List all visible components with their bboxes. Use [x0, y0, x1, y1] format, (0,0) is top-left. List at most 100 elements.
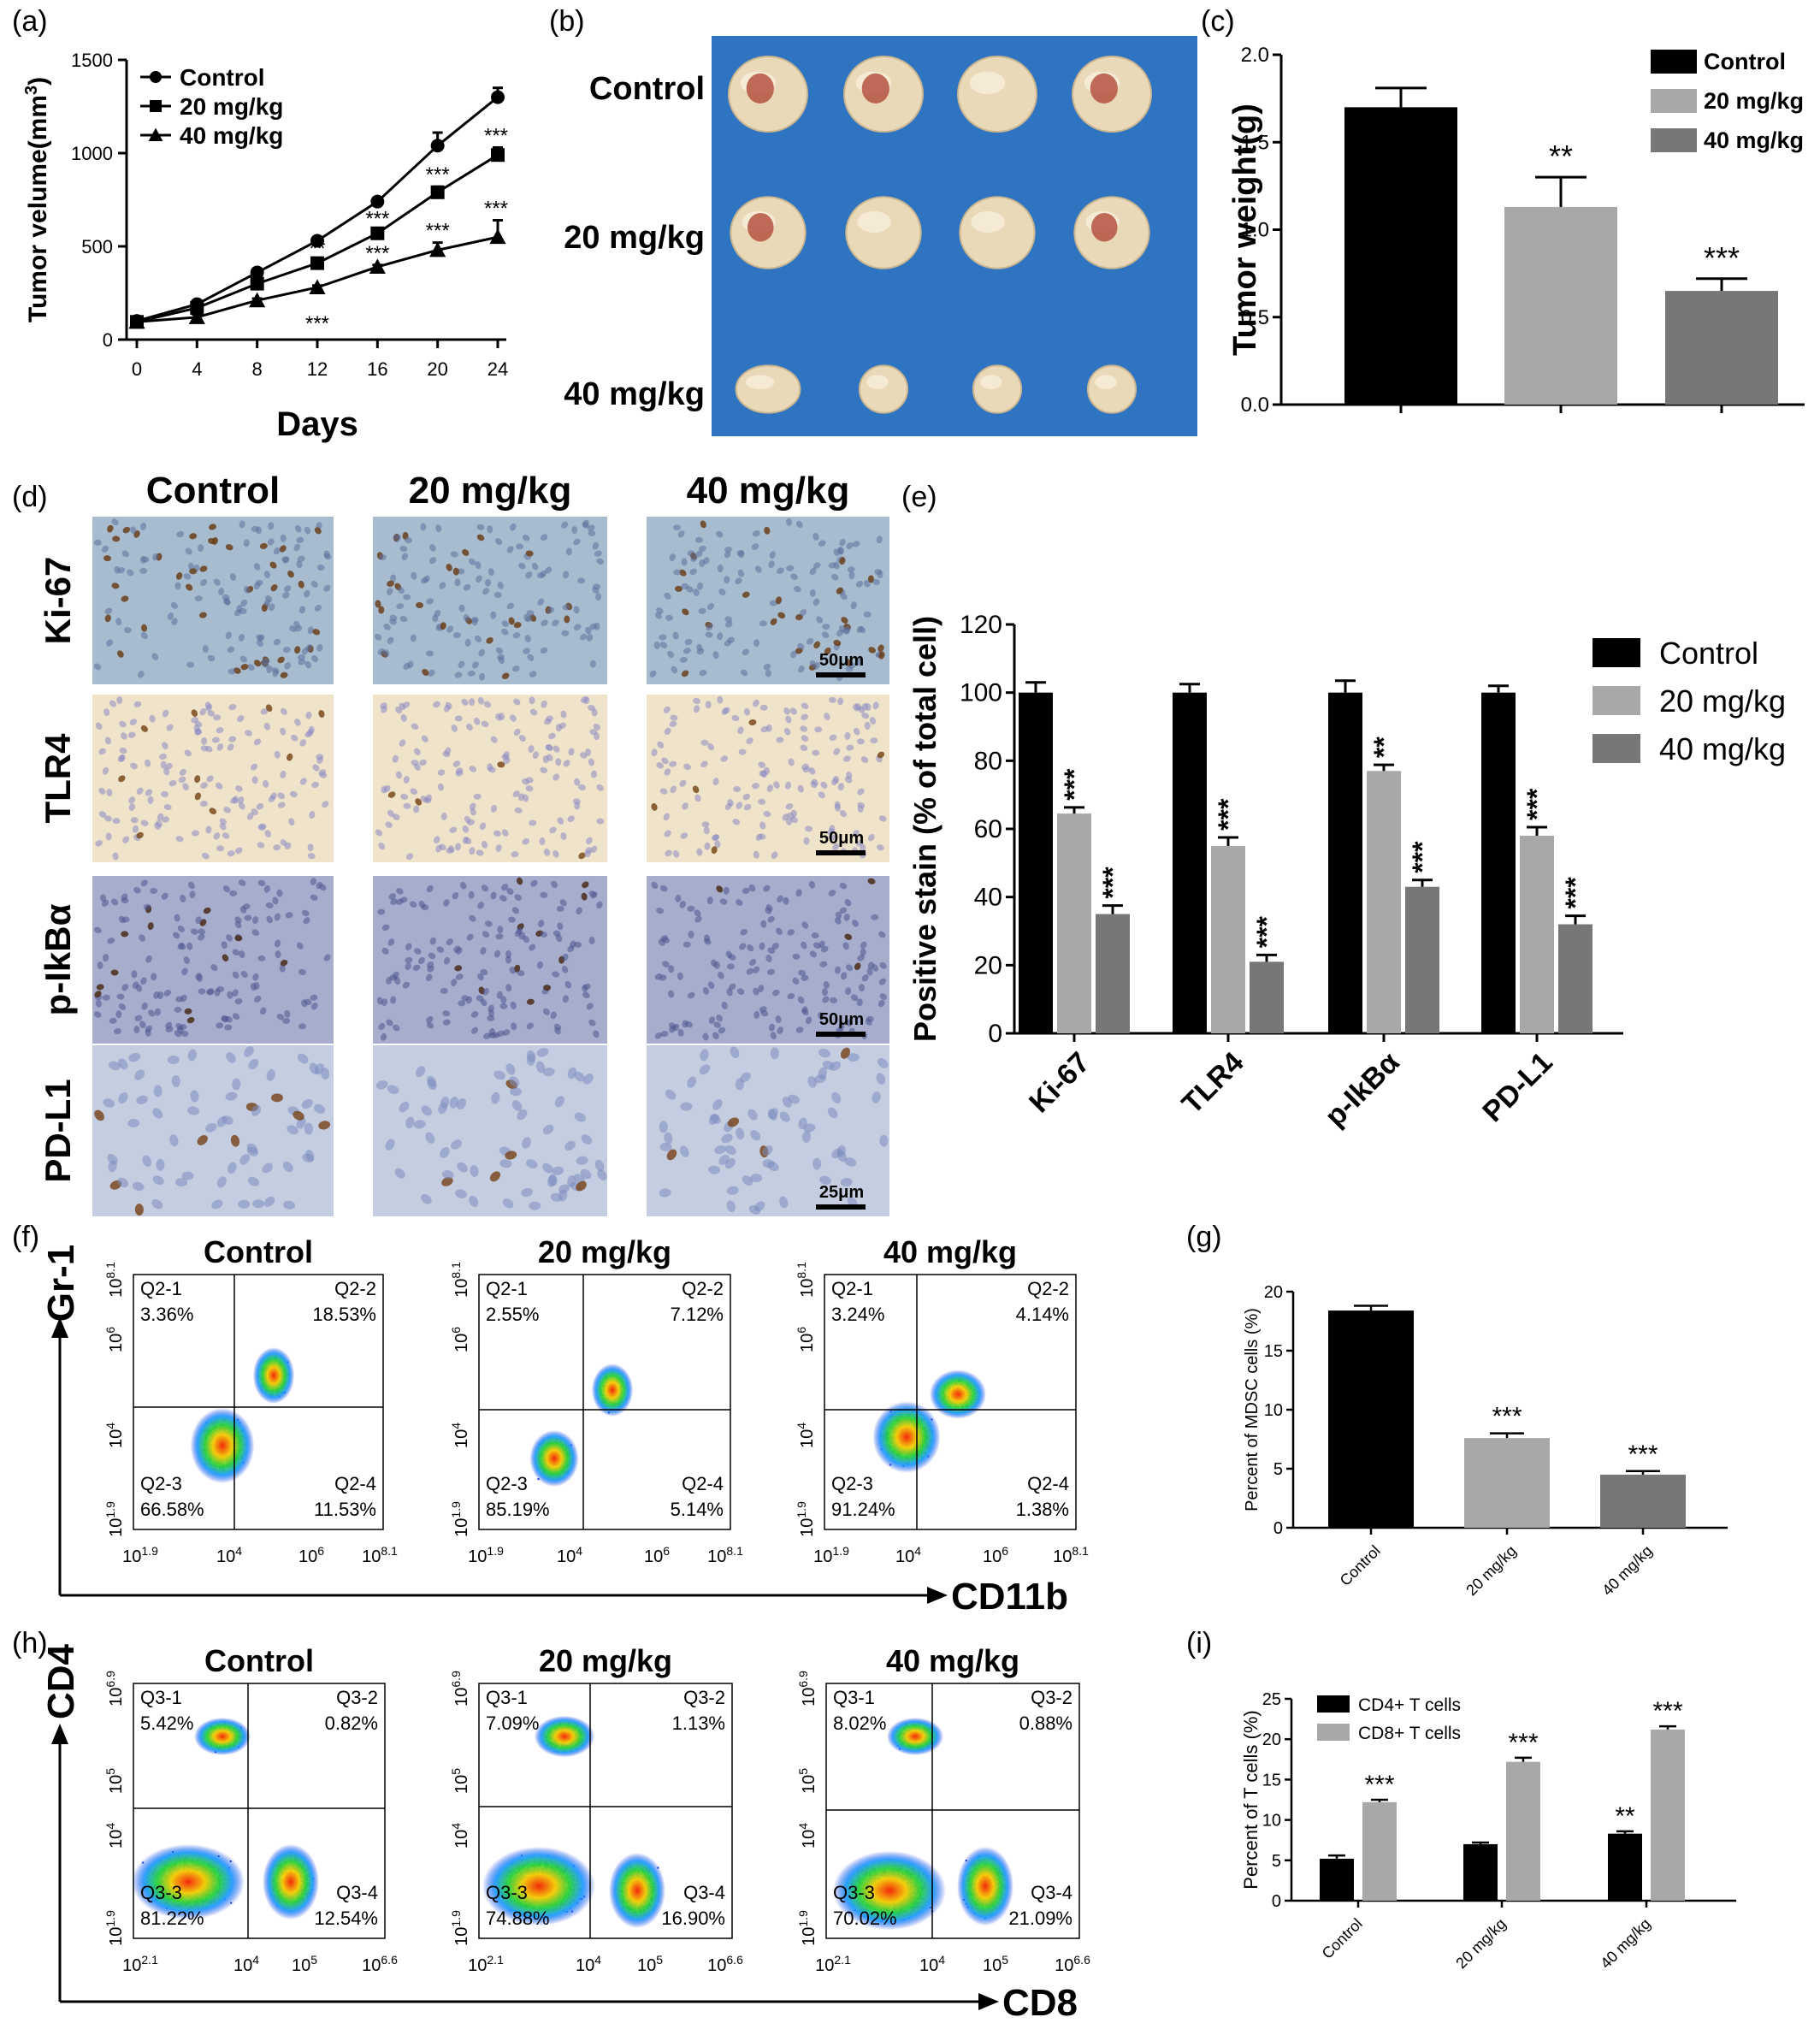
y-tick-label: 15 [1264, 1342, 1283, 1361]
flow-x-tick-label: 101.9 [122, 1544, 158, 1566]
scale-bar [816, 850, 866, 855]
y-tick-label: 40 [974, 884, 1002, 912]
series-2: ************40 mg/kg [128, 122, 508, 335]
quadrant-name: Q2-1 [486, 1278, 528, 1299]
y-tick-label: 1500 [71, 50, 113, 71]
x-tick-label: 24 [488, 358, 508, 380]
bar [1665, 291, 1778, 405]
data-point [148, 127, 163, 141]
bar [1328, 1310, 1414, 1528]
bar [1057, 813, 1091, 1033]
x-tick-label: 4 [192, 358, 202, 380]
data-point [188, 309, 205, 324]
x-axis-arrowhead [927, 1587, 948, 1604]
significance-label: *** [1628, 1440, 1658, 1469]
significance-label: *** [305, 312, 329, 335]
quadrant-percent: 4.14% [1016, 1304, 1069, 1325]
flow-x-tick-label: 108.1 [362, 1544, 398, 1566]
flow-y-tick-label: 106 [103, 1327, 126, 1352]
ihc-column-label: Control [146, 470, 280, 512]
ihc-column-label: 20 mg/kg [409, 470, 572, 512]
legend-swatch [1592, 734, 1640, 763]
legend-swatch [1651, 89, 1697, 113]
panel-letter-h: (h) [12, 1627, 48, 1659]
quadrant-name: Q2-3 [486, 1473, 528, 1494]
data-point [369, 258, 386, 274]
significance-label: *** [1097, 867, 1128, 899]
quadrant-percent: 18.53% [312, 1304, 376, 1325]
category-label: TLR4 [1176, 1046, 1250, 1121]
x-tick-label: 20 [427, 358, 447, 380]
scale-bar [816, 1032, 866, 1037]
scale-bar [816, 672, 866, 677]
y-tick-label: 1.0 [1241, 219, 1269, 242]
y-tick-label: 60 [974, 815, 1002, 843]
tumor-sample [735, 364, 801, 414]
tumor-sample [858, 364, 909, 414]
flow-x-tick-label: 104 [895, 1544, 921, 1566]
y-tick-label: 120 [960, 611, 1002, 639]
quadrant-name: Q2-2 [682, 1278, 724, 1299]
significance-label: ** [1368, 737, 1399, 758]
tumor-sample [972, 364, 1023, 414]
bar [1558, 924, 1592, 1033]
panel-letter-e: (e) [901, 481, 937, 513]
y-tick-label: 0.0 [1241, 393, 1269, 417]
photo-row-label: Control [589, 71, 705, 107]
quadrant-name: Q2-3 [140, 1473, 182, 1494]
flow-x-tick-label: 106 [644, 1544, 670, 1566]
quadrant-percent: 7.12% [671, 1304, 724, 1325]
panel-letter-g: (g) [1186, 1221, 1222, 1253]
legend-entry: Control [1659, 636, 1758, 671]
bar [1328, 692, 1362, 1033]
category-label: 40 mg/kg [1598, 1542, 1656, 1600]
tumor-sample [1072, 56, 1152, 133]
panel-f: (f) Gr-1CD11bControlQ2-13.36%Q2-218.53%Q… [12, 1221, 1089, 1618]
flow-x-tick-label: 101.9 [813, 1544, 849, 1566]
y-axis-title: Positive stain (% of total cell) [907, 616, 942, 1042]
y-axis-title: Tumor weight(g) [1227, 104, 1263, 356]
data-point [249, 292, 266, 308]
bar [1173, 692, 1207, 1033]
flow-x-tick-label: 108.1 [707, 1544, 743, 1566]
flow-y-tick-label: 104 [103, 1423, 126, 1448]
density-hotspot [190, 1408, 255, 1483]
legend-swatch [1651, 50, 1697, 74]
bar [1600, 1474, 1686, 1528]
bar [1464, 1438, 1550, 1528]
ihc-image [373, 1045, 607, 1216]
tumor-sample [730, 196, 807, 269]
significance-label: *** [426, 220, 450, 243]
scale-bar-label: 25μm [819, 1183, 864, 1202]
ihc-column-label: 40 mg/kg [687, 470, 850, 512]
flow-plot-title: 40 mg/kg [883, 1234, 1017, 1269]
quadrant-percent: 3.24% [831, 1304, 884, 1325]
flow-x-tick-label: 101.9 [468, 1544, 504, 1566]
flow-y-tick-label: 106 [795, 1327, 817, 1352]
data-point [370, 194, 385, 209]
bar [1096, 914, 1130, 1033]
category-label: p-IkBα [1319, 1046, 1406, 1133]
tumor-sample [1086, 364, 1138, 414]
category-label: PD-L1 [1476, 1046, 1558, 1128]
legend-entry: Control [1704, 49, 1786, 74]
legend-entry: 20 mg/kg [180, 93, 283, 120]
quadrant-name: Q2-2 [334, 1278, 376, 1299]
y-tick-label: 0.5 [1241, 306, 1269, 329]
tumor-sample [957, 56, 1037, 133]
tumor-sample [843, 56, 924, 133]
flow-y-tick-label: 101.9 [795, 1501, 817, 1537]
data-point [491, 148, 505, 163]
category-label: Ki-67 [1023, 1046, 1096, 1120]
data-point [310, 256, 324, 270]
ihc-row-label: TLR4 [38, 733, 78, 824]
significance-label: *** [1251, 915, 1282, 948]
data-point [250, 276, 264, 291]
ihc-image [373, 517, 607, 684]
density-hotspot [529, 1430, 579, 1487]
category-label: Control [1337, 1542, 1384, 1589]
density-hotspot [872, 1401, 941, 1473]
y-axis-arrowhead [51, 1724, 68, 1744]
